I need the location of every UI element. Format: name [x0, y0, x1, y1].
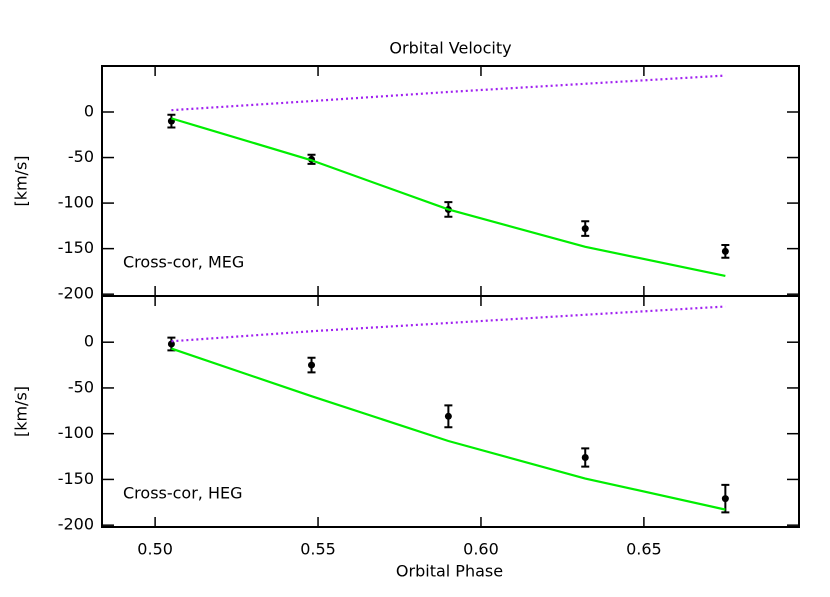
- y-tick-label: -50: [68, 147, 94, 166]
- data-point: [167, 340, 175, 348]
- x-tick-label: 0.50: [137, 540, 173, 559]
- y-tick-label: 0: [84, 332, 94, 351]
- annotation: Cross-cor, HEG: [123, 484, 243, 503]
- plot-frame: [101, 295, 800, 528]
- y-axis-label: [km/s]: [12, 155, 31, 206]
- x-tick-label: 0.55: [300, 540, 336, 559]
- y-tick-label: -150: [58, 238, 94, 257]
- data-point: [444, 412, 452, 420]
- y-tick-label: -200: [58, 284, 94, 303]
- y-axis-label: [km/s]: [12, 386, 31, 437]
- data-point: [721, 495, 729, 503]
- series-line: [171, 347, 726, 511]
- chart-title: Orbital Velocity: [389, 39, 511, 58]
- y-tick-label: -100: [58, 423, 94, 442]
- series-line: [171, 74, 726, 112]
- series-line: [171, 305, 726, 343]
- y-tick-label: 0: [84, 102, 94, 121]
- y-tick-label: -100: [58, 193, 94, 212]
- y-tick-label: -200: [58, 515, 94, 534]
- data-point: [581, 225, 589, 233]
- annotation: Cross-cor, MEG: [123, 253, 244, 272]
- y-tick-label: -150: [58, 469, 94, 488]
- x-tick-label: 0.60: [463, 540, 499, 559]
- data-point: [581, 453, 589, 461]
- x-tick-label: 0.65: [626, 540, 662, 559]
- x-axis-label: Orbital Phase: [396, 562, 503, 581]
- data-point: [308, 361, 316, 369]
- data-point: [721, 247, 729, 255]
- y-tick-label: -50: [68, 377, 94, 396]
- series-line: [171, 117, 726, 278]
